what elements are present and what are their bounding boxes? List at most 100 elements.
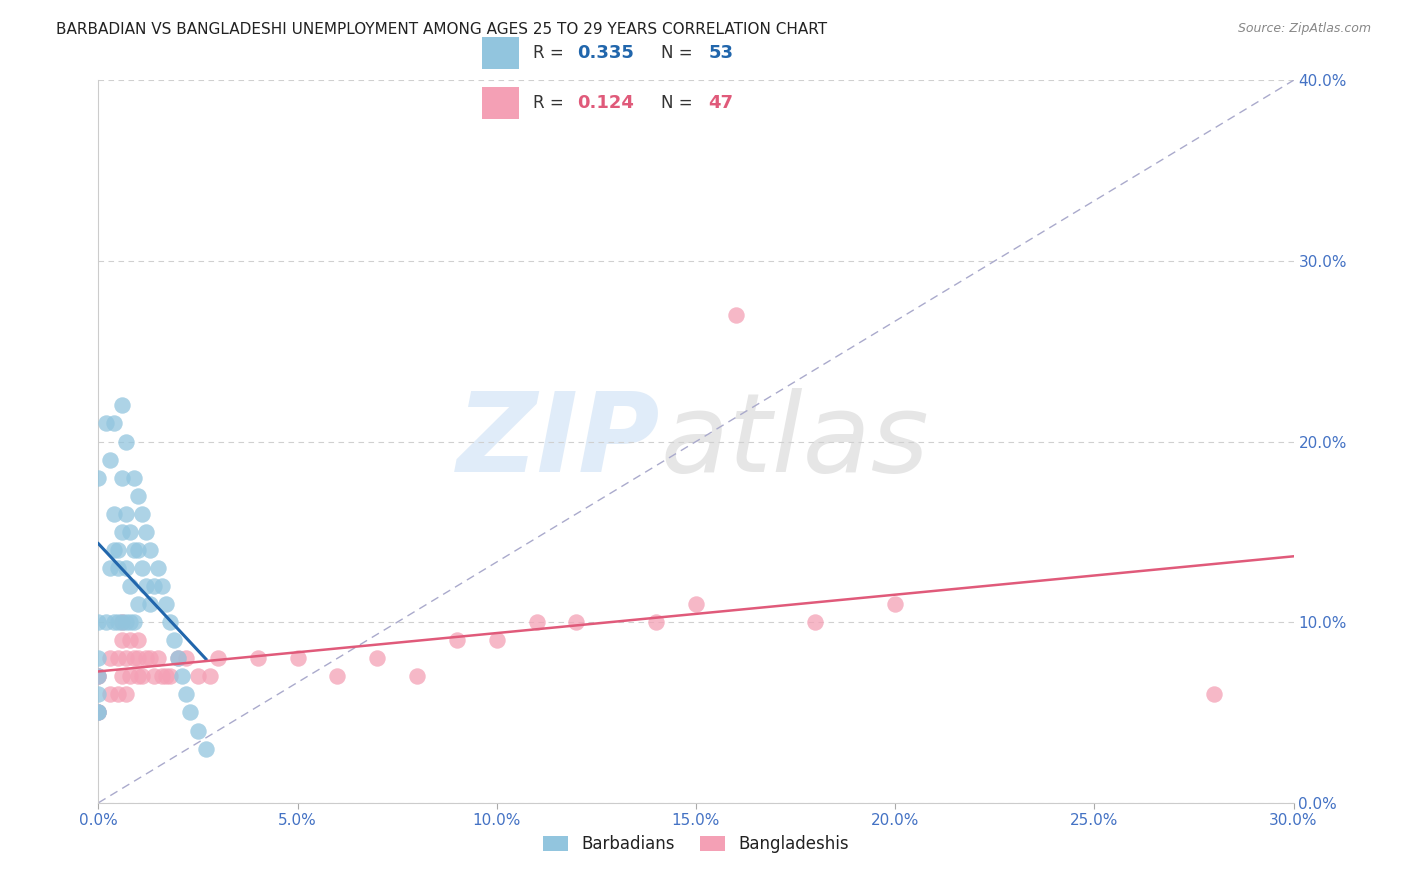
Point	[685, 597, 707, 611]
Point	[87, 706, 110, 720]
Point	[87, 706, 110, 720]
Point	[366, 651, 388, 665]
Point	[98, 651, 122, 665]
Point	[155, 669, 177, 683]
Point	[724, 308, 747, 322]
Point	[127, 669, 149, 683]
Point	[198, 669, 221, 683]
Point	[120, 633, 142, 648]
Point	[143, 669, 166, 683]
Text: atlas: atlas	[661, 388, 929, 495]
Text: R =: R =	[533, 45, 569, 62]
Point	[127, 597, 149, 611]
Point	[103, 417, 125, 431]
Point	[87, 669, 110, 683]
Point	[103, 615, 125, 630]
Point	[107, 615, 129, 630]
Point	[135, 579, 157, 593]
Point	[148, 651, 170, 665]
Point	[1202, 687, 1225, 701]
Text: 0.124: 0.124	[576, 94, 634, 112]
Point	[246, 651, 269, 665]
Point	[127, 542, 149, 557]
Point	[159, 615, 181, 630]
Point	[111, 524, 134, 539]
Text: N =: N =	[661, 94, 697, 112]
Point	[287, 651, 309, 665]
Point	[526, 615, 548, 630]
Point	[115, 615, 138, 630]
Point	[174, 687, 197, 701]
Point	[120, 615, 142, 630]
Text: BARBADIAN VS BANGLADESHI UNEMPLOYMENT AMONG AGES 25 TO 29 YEARS CORRELATION CHAR: BARBADIAN VS BANGLADESHI UNEMPLOYMENT AM…	[56, 22, 827, 37]
Point	[115, 561, 138, 575]
Point	[124, 651, 146, 665]
Point	[98, 452, 122, 467]
Point	[120, 669, 142, 683]
Point	[87, 471, 110, 485]
Point	[645, 615, 668, 630]
Point	[131, 507, 153, 521]
Point	[131, 561, 153, 575]
Point	[150, 579, 173, 593]
Point	[179, 706, 201, 720]
Point	[148, 561, 170, 575]
Point	[406, 669, 429, 683]
Point	[87, 706, 110, 720]
Point	[187, 723, 209, 738]
Point	[163, 633, 186, 648]
Legend: Barbadians, Bangladeshis: Barbadians, Bangladeshis	[537, 828, 855, 860]
Point	[111, 615, 134, 630]
Point	[143, 579, 166, 593]
FancyBboxPatch shape	[482, 87, 519, 119]
Point	[127, 651, 149, 665]
Point	[107, 651, 129, 665]
Text: 53: 53	[709, 45, 734, 62]
Point	[485, 633, 508, 648]
Point	[187, 669, 209, 683]
Point	[195, 741, 218, 756]
Point	[87, 615, 110, 630]
Text: Source: ZipAtlas.com: Source: ZipAtlas.com	[1237, 22, 1371, 36]
Point	[804, 615, 827, 630]
Point	[139, 597, 162, 611]
Point	[87, 669, 110, 683]
Point	[124, 542, 146, 557]
Point	[111, 471, 134, 485]
Point	[107, 542, 129, 557]
Point	[103, 507, 125, 521]
Point	[150, 669, 173, 683]
Point	[115, 434, 138, 449]
Point	[103, 542, 125, 557]
Point	[124, 615, 146, 630]
Point	[115, 687, 138, 701]
Point	[565, 615, 588, 630]
Point	[115, 651, 138, 665]
Point	[120, 524, 142, 539]
Text: 0.335: 0.335	[576, 45, 634, 62]
Point	[172, 669, 194, 683]
Point	[159, 669, 181, 683]
Point	[98, 561, 122, 575]
Point	[127, 633, 149, 648]
Point	[96, 417, 118, 431]
Point	[207, 651, 229, 665]
Point	[87, 706, 110, 720]
Point	[111, 669, 134, 683]
Point	[111, 615, 134, 630]
Point	[111, 398, 134, 412]
Point	[96, 615, 118, 630]
Point	[326, 669, 349, 683]
Point	[107, 561, 129, 575]
Point	[131, 669, 153, 683]
Point	[135, 651, 157, 665]
Point	[87, 669, 110, 683]
Point	[87, 651, 110, 665]
Point	[167, 651, 190, 665]
Point	[884, 597, 907, 611]
Text: N =: N =	[661, 45, 697, 62]
Point	[87, 687, 110, 701]
Point	[135, 524, 157, 539]
Point	[107, 687, 129, 701]
Point	[111, 633, 134, 648]
